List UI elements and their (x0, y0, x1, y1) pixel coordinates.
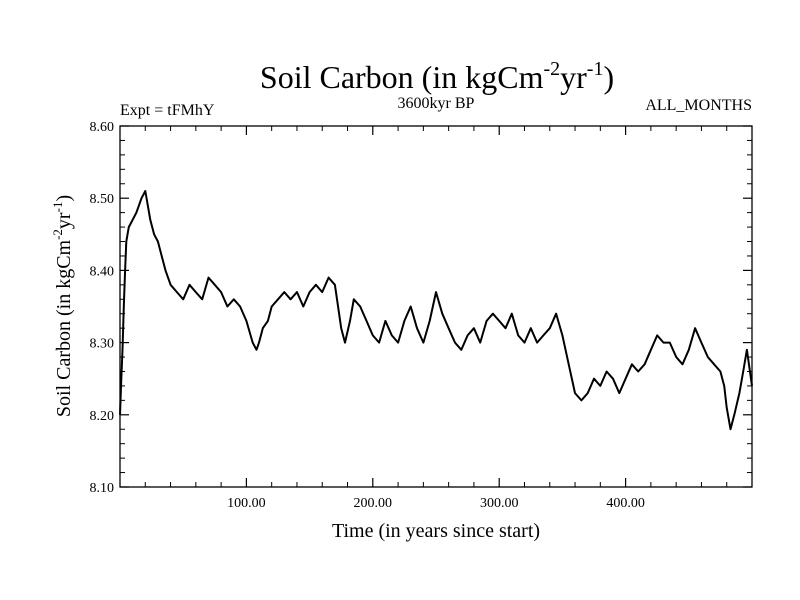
y-tick-label: 8.60 (90, 120, 115, 135)
x-tick-label: 300.00 (480, 496, 519, 511)
x-axis-label: Time (in years since start) (332, 520, 540, 542)
series-line-soil-carbon (119, 190, 753, 431)
x-tick-label: 400.00 (606, 496, 645, 511)
y-tick-label: 8.40 (90, 264, 115, 279)
plot-frame (119, 125, 753, 488)
y-tick-labels: 8.10 8.20 8.30 8.40 8.50 8.60 (90, 120, 115, 496)
y-tick-label: 8.20 (90, 409, 115, 424)
y-tick-label: 8.50 (90, 192, 115, 207)
y-tick-label: 8.10 (90, 481, 115, 496)
tick-marks (120, 125, 752, 488)
chart-title: Soil Carbon (in kgCm-2yr-1) (260, 58, 614, 95)
x-tick-label: 200.00 (354, 496, 393, 511)
y-axis-label: Soil Carbon (in kgCm-2yr-1) (50, 195, 75, 417)
period-label: 3600kyr BP (398, 95, 475, 112)
months-label: ALL_MONTHS (645, 97, 752, 114)
experiment-label: Expt = tFMhY (120, 102, 215, 119)
y-tick-label: 8.30 (90, 337, 115, 352)
x-tick-label: 100.00 (227, 496, 266, 511)
x-tick-labels: 100.00 200.00 300.00 400.00 (227, 496, 645, 511)
